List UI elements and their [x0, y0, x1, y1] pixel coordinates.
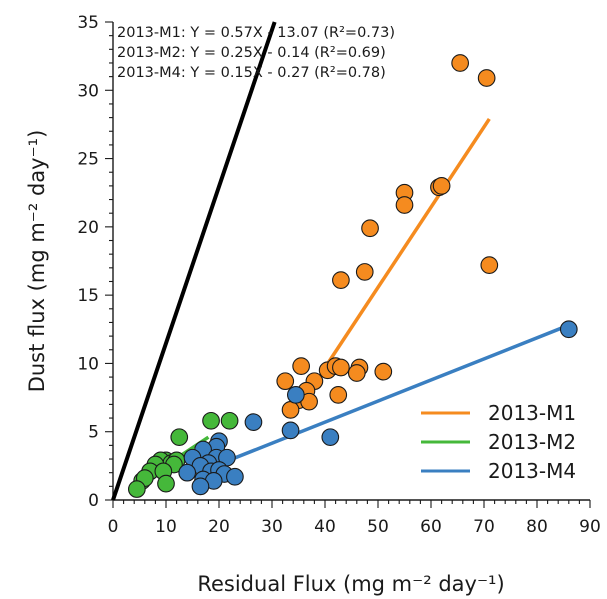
y-tick-label: 20 [77, 218, 99, 238]
point-2013-m4 [226, 467, 244, 486]
x-tick-label: 0 [108, 517, 119, 537]
legend-label: 2013-M4 [488, 459, 576, 483]
equation-annotation: 2013-M2: Y = 0.25X - 0.14 (R²=0.69) [117, 45, 386, 61]
point-2013-m1 [281, 401, 300, 419]
x-tick-label: 90 [579, 517, 601, 537]
equation-annotation: 2013-M4: Y = 0.15X - 0.27 (R²=0.78) [117, 65, 386, 81]
x-tick-label: 40 [314, 517, 336, 537]
point-2013-m1 [477, 69, 496, 87]
x-tick-label: 10 [155, 517, 177, 537]
axes [112, 22, 590, 501]
point-2013-m4 [321, 428, 340, 447]
axis-ticks: 0 10 20 30 40 50 60 70 80 90 0 5 10 15 20 25 30 35 [77, 13, 600, 537]
point-2013-m1 [332, 271, 350, 289]
x-tick-label: 80 [526, 517, 548, 537]
point-2013-m4 [191, 477, 210, 496]
point-2013-m2 [157, 474, 175, 493]
point-2013-m2 [202, 411, 220, 430]
reference-line [111, 21, 277, 501]
y-tick-label: 0 [88, 491, 99, 511]
y-tick-label: 5 [88, 423, 99, 443]
point-2013-m2 [128, 480, 146, 498]
point-2013-m1 [395, 196, 414, 214]
point-2013-m1 [329, 385, 348, 404]
point-2013-m1 [480, 256, 499, 274]
y-tick-label: 35 [77, 13, 99, 33]
point-2013-m4 [244, 413, 263, 432]
point-2013-m4 [281, 421, 300, 440]
point-2013-m1 [355, 263, 374, 281]
x-tick-label: 20 [208, 517, 230, 537]
point-2013-m4 [559, 320, 578, 339]
point-2013-m4 [287, 385, 305, 404]
y-tick-label: 10 [77, 354, 99, 374]
y-tick-label: 15 [77, 286, 99, 306]
point-2013-m4 [178, 463, 197, 482]
x-axis-title: Residual Flux (mg m⁻² day⁻¹) [197, 572, 504, 596]
x-tick-label: 70 [473, 517, 495, 537]
point-2013-m1 [332, 358, 350, 377]
fit-lines [111, 21, 570, 501]
y-axis-title: Dust flux (mg m⁻² day⁻¹) [25, 130, 49, 393]
legend-label: 2013-M2 [488, 430, 576, 454]
x-tick-label: 60 [420, 517, 442, 537]
point-2013-m1 [451, 54, 470, 72]
equation-annotation: 2013-M1: Y = 0.57X - 13.07 (R²=0.73) [117, 25, 395, 41]
point-2013-m1 [432, 177, 451, 195]
legend: 2013-M1 2013-M2 2013-M4 [421, 401, 576, 483]
y-tick-label: 30 [77, 81, 99, 101]
equation-annotations: 2013-M1: Y = 0.57X - 13.07 (R²=0.73) 2013… [117, 25, 395, 81]
fit-line-2013-m1 [320, 118, 491, 373]
x-tick-label: 50 [367, 517, 389, 537]
point-2013-m1 [276, 372, 295, 391]
point-2013-m2 [170, 428, 189, 447]
x-tick-label: 30 [261, 517, 283, 537]
point-2013-m1 [361, 219, 379, 238]
point-2013-m1 [347, 364, 366, 382]
data-points [128, 54, 578, 498]
point-2013-m2 [220, 411, 239, 430]
point-2013-m1 [292, 357, 311, 376]
legend-label: 2013-M1 [488, 401, 576, 425]
y-tick-label: 25 [77, 150, 99, 170]
fit-line-2013-m4 [197, 323, 570, 475]
point-2013-m1 [374, 362, 393, 381]
